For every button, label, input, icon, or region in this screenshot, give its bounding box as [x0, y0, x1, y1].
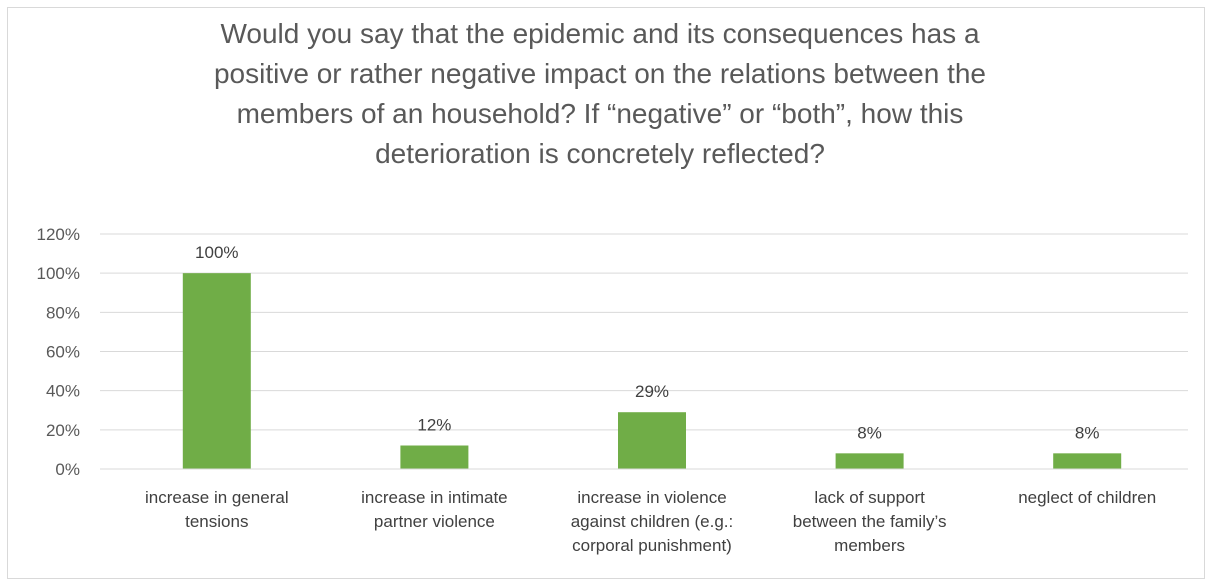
- y-tick-label: 60%: [46, 343, 80, 362]
- data-label: 8%: [1075, 423, 1100, 442]
- y-tick-label: 100%: [37, 264, 80, 283]
- y-tick-label: 80%: [46, 303, 80, 322]
- x-category-label: increase in intimate partner violence: [361, 488, 508, 531]
- x-category-label: lack of support between the family’s mem…: [792, 488, 947, 555]
- bar: [618, 412, 686, 469]
- data-label: 100%: [195, 243, 238, 262]
- bar: [182, 273, 251, 469]
- y-tick-label: 40%: [46, 382, 80, 401]
- x-category-label: increase in violence against children (e…: [570, 488, 734, 555]
- y-tick-label: 20%: [46, 421, 80, 440]
- y-tick-label: 0%: [55, 460, 80, 479]
- bar: [400, 445, 469, 469]
- data-label: 29%: [635, 382, 669, 401]
- x-category-label: neglect of children: [1018, 488, 1157, 507]
- data-label: 8%: [857, 423, 882, 442]
- y-tick-label: 120%: [37, 225, 80, 244]
- chart-title: Would you say that the epidemic and its …: [213, 18, 986, 169]
- bar: [835, 453, 904, 469]
- bar: [1053, 453, 1122, 469]
- data-label: 12%: [417, 416, 451, 435]
- x-category-label: increase in general tensions: [144, 488, 289, 531]
